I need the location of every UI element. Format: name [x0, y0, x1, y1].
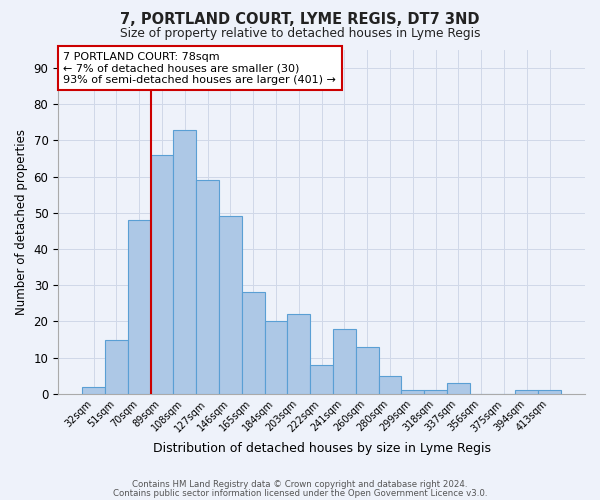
Text: Contains HM Land Registry data © Crown copyright and database right 2024.: Contains HM Land Registry data © Crown c… [132, 480, 468, 489]
Bar [310, 365, 333, 394]
Bar [219, 216, 242, 394]
Bar [173, 130, 196, 394]
Bar [424, 390, 447, 394]
Bar [151, 155, 173, 394]
Text: Contains public sector information licensed under the Open Government Licence v3: Contains public sector information licen… [113, 488, 487, 498]
Bar [82, 386, 105, 394]
Bar [128, 220, 151, 394]
Bar [379, 376, 401, 394]
Y-axis label: Number of detached properties: Number of detached properties [15, 129, 28, 315]
Text: Size of property relative to detached houses in Lyme Regis: Size of property relative to detached ho… [120, 28, 480, 40]
Bar [401, 390, 424, 394]
Bar [242, 292, 265, 394]
Text: 7, PORTLAND COURT, LYME REGIS, DT7 3ND: 7, PORTLAND COURT, LYME REGIS, DT7 3ND [120, 12, 480, 28]
Text: 7 PORTLAND COURT: 78sqm
← 7% of detached houses are smaller (30)
93% of semi-det: 7 PORTLAND COURT: 78sqm ← 7% of detached… [64, 52, 336, 85]
Bar [105, 340, 128, 394]
Bar [447, 383, 470, 394]
X-axis label: Distribution of detached houses by size in Lyme Regis: Distribution of detached houses by size … [152, 442, 491, 455]
Bar [356, 347, 379, 394]
Bar [538, 390, 561, 394]
Bar [265, 322, 287, 394]
Bar [287, 314, 310, 394]
Bar [333, 328, 356, 394]
Bar [515, 390, 538, 394]
Bar [196, 180, 219, 394]
